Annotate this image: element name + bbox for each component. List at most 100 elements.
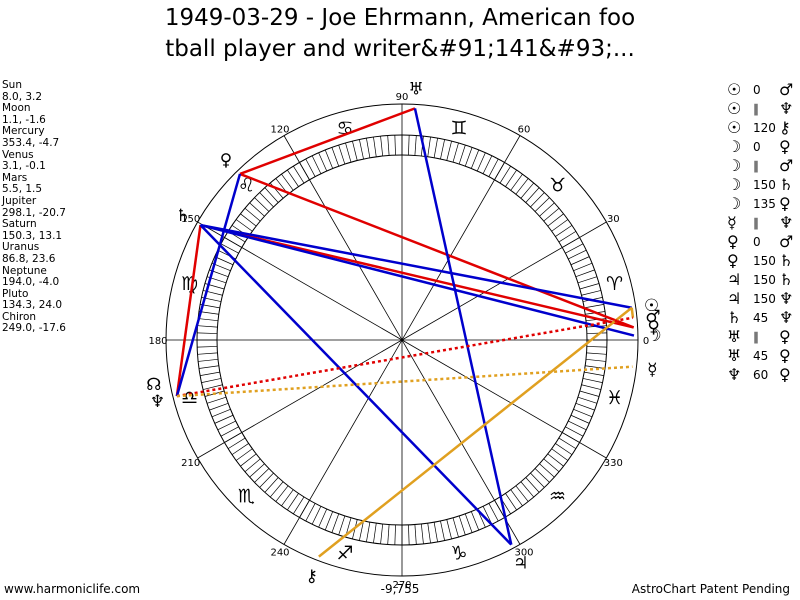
aspect-planet-1-icon: ♀ (727, 251, 739, 270)
aspect-planet-1-icon: ☽ (727, 194, 742, 213)
degree-tick (515, 178, 529, 195)
degree-tick (206, 396, 227, 404)
degree-tick (198, 365, 219, 369)
degree-label: 240 (270, 547, 289, 558)
planet-name: Saturn (2, 218, 37, 231)
degree-tick (249, 463, 265, 478)
degree-tick (254, 468, 270, 483)
degree-tick (318, 508, 328, 528)
degree-tick (311, 506, 322, 525)
aspect-type: ∥ (753, 329, 759, 344)
planet-coords: 5.5, 1.5 (2, 183, 43, 196)
planet-uranus-icon: ♅ (408, 79, 423, 99)
degree-tick (573, 408, 593, 418)
degree-tick (217, 420, 236, 431)
degree-tick (575, 402, 595, 411)
aspect-line (239, 107, 416, 176)
degree-tick (440, 139, 445, 160)
patent-footer: AstroChart Patent Pending (631, 582, 790, 596)
planet-coords: 86.8, 23.6 (2, 252, 56, 265)
aspect-type: 0 (753, 234, 761, 249)
aspect-row: ♃ 150 ♄ (727, 270, 799, 289)
degree-tick (433, 522, 438, 542)
degree-tick (254, 197, 270, 212)
degree-label: 0 (643, 336, 649, 347)
aspect-row: ☿ ∥ ♆ (727, 213, 799, 232)
degree-tick (373, 136, 377, 157)
degree-tick (581, 384, 601, 390)
aspect-type: ∥ (753, 101, 759, 116)
degree-tick (201, 378, 222, 383)
degree-tick (359, 520, 364, 541)
planet-name: Moon (2, 102, 31, 115)
aspect-planet-1-icon: ♃ (727, 289, 742, 308)
degree-tick (555, 225, 573, 237)
aspect-row: ☽ 0 ♀ (727, 137, 799, 156)
planet-name: Pluto (2, 287, 29, 300)
aspect-planet-2-icon: ♀ (779, 346, 791, 365)
degree-tick (287, 169, 299, 187)
aspect-planet-2-icon: ♀ (779, 365, 791, 384)
degree-tick (359, 139, 364, 160)
planet-position-list: Sun 8.0, 3.2 Moon 1.1, -1.6 Mercury 353.4, -4… (2, 79, 66, 335)
degree-tick (394, 524, 396, 545)
planet-mars-icon: ♂ (645, 307, 660, 327)
planet-coords: 134.3, 24.0 (2, 299, 63, 312)
degree-label: 300 (514, 547, 533, 558)
aspect-type: 150 (753, 272, 776, 287)
degree-label: 90 (396, 92, 409, 103)
degree-tick (281, 489, 294, 507)
aspect-row: ☽ 150 ♄ (727, 175, 799, 194)
degree-tick (482, 155, 493, 174)
aspect-line (176, 365, 633, 398)
aspect-planet-2-icon: ⚷ (779, 118, 791, 137)
degree-tick (366, 138, 371, 158)
degree-tick (488, 158, 499, 177)
degree-tick (585, 358, 606, 362)
aspect-line (176, 316, 634, 398)
degree-tick (198, 358, 219, 362)
aspect-row: ♅ ∥ ♀ (727, 327, 799, 346)
degree-tick (464, 513, 473, 533)
degree-tick (446, 519, 452, 539)
degree-tick (458, 144, 466, 165)
aspect-line (200, 223, 635, 337)
degree-tick (515, 485, 529, 502)
aspect-type: 135 (753, 196, 776, 211)
degree-tick (547, 453, 564, 467)
aspect-planet-1-icon: ☉ (727, 80, 742, 99)
degree-tick (387, 135, 390, 156)
degree-tick (505, 169, 517, 187)
footer-center-value: -9,755 (380, 582, 420, 596)
planet-coords: 8.0, 3.2 (2, 90, 43, 103)
degree-tick (534, 468, 550, 483)
degree-tick (264, 477, 279, 493)
aspect-type: 150 (753, 291, 776, 306)
degree-tick (568, 420, 587, 431)
aspect-line (318, 306, 633, 558)
aspect-planet-2-icon: ♆ (779, 289, 794, 308)
aspect-planet-2-icon: ♆ (779, 308, 794, 327)
degree-tick (586, 352, 607, 355)
aspect-type: 0 (753, 82, 761, 97)
planet-name: Mars (2, 171, 28, 184)
degree-tick (520, 182, 535, 199)
degree-tick (539, 202, 555, 217)
degree-tick (275, 485, 289, 502)
planet-coords: 3.1, -0.1 (2, 160, 46, 173)
degree-tick (568, 249, 587, 260)
degree-tick (259, 472, 274, 488)
degree-tick (345, 142, 352, 163)
degree-tick (565, 426, 584, 437)
degree-label: 180 (148, 336, 167, 347)
planet-name: Uranus (2, 241, 40, 254)
aspect-planet-2-icon: ♂ (779, 232, 794, 251)
aspect-planet-2-icon: ♄ (779, 251, 794, 270)
degree-tick (231, 443, 249, 455)
degree-tick (198, 311, 219, 315)
aspect-planet-1-icon: ☉ (727, 118, 742, 137)
degree-tick (352, 141, 358, 161)
planet-venus-icon: ♀ (647, 317, 659, 337)
degree-tick (573, 262, 593, 272)
degree-tick (244, 207, 261, 222)
